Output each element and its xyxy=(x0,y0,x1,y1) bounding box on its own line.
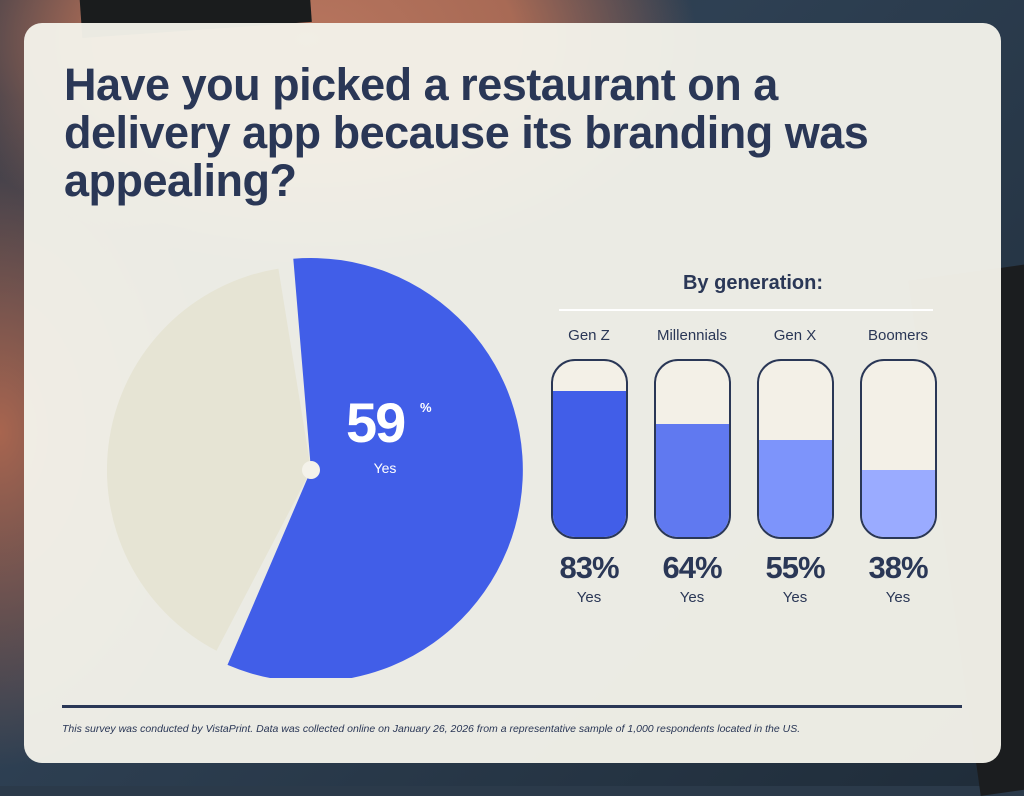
generation-bar xyxy=(550,359,628,539)
generation-column-boomers: Boomers 38% Yes xyxy=(848,325,948,606)
generation-divider xyxy=(559,309,933,311)
pie-slice-no xyxy=(106,268,311,651)
pie-slice-yes xyxy=(227,258,523,678)
chart-title: Have you picked a restaurant on a delive… xyxy=(64,59,869,206)
overall-yes-value: 59 xyxy=(346,391,406,454)
generation-column-gen-x: Gen X 55% Yes xyxy=(745,325,845,606)
footer-divider xyxy=(62,705,962,708)
generation-label: Yes xyxy=(782,589,808,606)
generation-bar-fill xyxy=(861,470,935,537)
generation-bar-fill xyxy=(758,440,832,537)
generation-value: 38% xyxy=(868,550,928,585)
generation-heading: By generation: xyxy=(682,272,824,294)
overall-yes-label: Yes xyxy=(373,460,397,476)
generation-bar xyxy=(859,359,937,539)
generation-value: 55% xyxy=(765,550,825,585)
survey-footnote: This survey was conducted by VistaPrint.… xyxy=(62,723,801,735)
generation-bar-fill xyxy=(655,424,729,537)
generation-value: 64% xyxy=(662,550,722,585)
generation-label: Yes xyxy=(679,589,705,606)
generation-name: Gen Z xyxy=(568,327,610,344)
generation-value: 83% xyxy=(559,550,619,585)
pie-center-dot xyxy=(302,461,320,479)
generation-name: Gen X xyxy=(773,327,817,344)
generation-bar-fill xyxy=(552,390,626,537)
generation-label: Yes xyxy=(885,589,911,606)
generation-name: Boomers xyxy=(867,327,929,344)
infographic-card: Have you picked a restaurant on a delive… xyxy=(24,23,1001,763)
generation-name: Millennials xyxy=(656,327,728,344)
generation-column-millennials: Millennials 64% Yes xyxy=(642,325,742,606)
generation-label: Yes xyxy=(576,589,602,606)
generation-column-gen-z: Gen Z 83% Yes xyxy=(539,325,639,606)
overall-percent-sign: % xyxy=(420,400,432,415)
generation-bar xyxy=(756,359,834,539)
generation-bar xyxy=(653,359,731,539)
overall-pie-chart xyxy=(106,258,523,678)
